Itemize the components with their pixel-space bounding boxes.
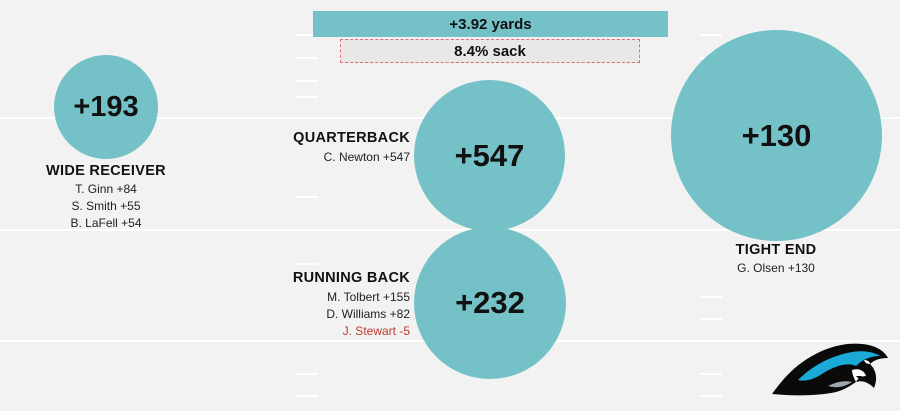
hash-mark	[700, 34, 722, 36]
running-back-player-negative: J. Stewart -5	[342, 324, 410, 338]
running-back-title: RUNNING BACK	[292, 270, 410, 286]
sack-rate-label: 8.4% sack	[454, 42, 526, 60]
quarterback-title: QUARTERBACK	[293, 130, 410, 146]
wide-receiver-circle: +193	[54, 55, 158, 159]
quarterback-total: +547	[454, 137, 525, 173]
hash-mark	[700, 318, 722, 320]
yards-per-play-bar: +3.92 yards	[313, 11, 668, 37]
hash-mark	[296, 373, 318, 375]
wide-receiver-total: +193	[73, 90, 139, 123]
tight-end-circle: +130	[671, 30, 882, 241]
sack-rate-bar: 8.4% sack	[340, 39, 640, 63]
quarterback-player: C. Newton +547	[323, 150, 410, 164]
hash-mark	[700, 395, 722, 397]
wide-receiver-title: WIDE RECEIVER	[46, 163, 166, 179]
hash-mark	[296, 263, 318, 265]
hash-mark	[296, 80, 318, 82]
running-back-circle: +232	[414, 227, 566, 379]
hash-mark	[296, 34, 318, 36]
tight-end-player: G. Olsen +130	[737, 261, 815, 275]
hash-mark	[296, 57, 318, 59]
quarterback-circle: +547	[414, 80, 565, 231]
yards-per-play-label: +3.92 yards	[449, 15, 532, 33]
wide-receiver-player: S. Smith +55	[71, 199, 141, 213]
tight-end-total: +130	[741, 117, 812, 153]
hash-mark	[296, 96, 318, 98]
running-back-player: D. Williams +82	[326, 307, 410, 321]
hash-mark	[700, 296, 722, 298]
hash-mark	[700, 373, 722, 375]
wide-receiver-player: T. Ginn +84	[75, 182, 137, 196]
panther-logo-icon	[772, 343, 888, 396]
yard-line	[0, 229, 900, 231]
running-back-player: M. Tolbert +155	[327, 290, 410, 304]
hash-mark	[296, 395, 318, 397]
running-back-total: +232	[455, 285, 525, 320]
wide-receiver-player: B. LaFell +54	[70, 216, 142, 230]
hash-mark	[296, 196, 318, 198]
tight-end-title: TIGHT END	[735, 242, 817, 258]
